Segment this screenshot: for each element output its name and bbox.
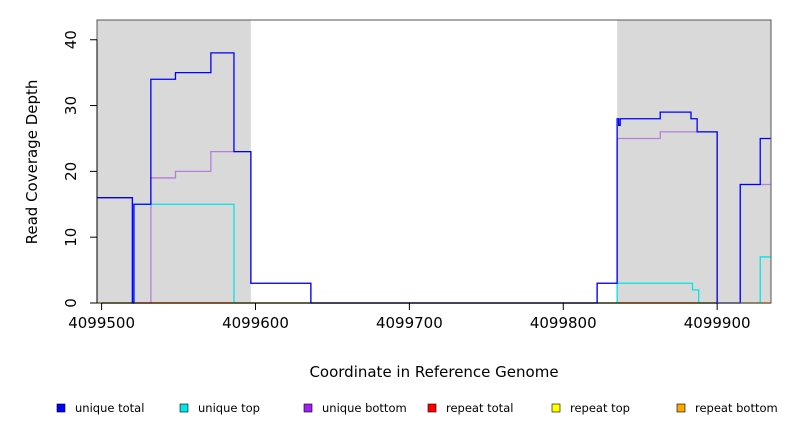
y-axis: 0 10 20 30 40 [62, 30, 98, 308]
legend-swatch [303, 403, 313, 413]
legend-swatch [676, 403, 686, 413]
y-axis-label: Read Coverage Depth [23, 80, 41, 245]
x-axis: 4099500 4099600 4099700 4099800 4099900 [68, 302, 751, 332]
y-tick-label: 40 [62, 30, 80, 49]
legend-item-unique-bottom: unique bottom [303, 401, 407, 415]
shaded-region-2 [617, 20, 771, 303]
legend-label: unique top [198, 401, 260, 415]
legend-label: repeat total [446, 401, 513, 415]
y-tick-label: 20 [62, 162, 80, 181]
legend-item-unique-total: unique total [56, 401, 144, 415]
x-tick-label: 4099700 [376, 314, 443, 332]
legend-swatch [427, 403, 437, 413]
x-axis-label: Coordinate in Reference Genome [309, 363, 558, 381]
legend-swatch [551, 403, 561, 413]
legend-label: repeat top [570, 401, 630, 415]
x-tick-label: 4099800 [530, 314, 597, 332]
legend-label: repeat bottom [695, 401, 778, 415]
legend-item-repeat-total: repeat total [427, 401, 513, 415]
series-unique-total [97, 52, 771, 304]
legend-item-repeat-bottom: repeat bottom [676, 401, 778, 415]
plot-background [97, 20, 771, 303]
legend-item-unique-top: unique top [179, 401, 260, 415]
x-tick-label: 4099900 [684, 314, 751, 332]
legend-item-repeat-top: repeat top [551, 401, 630, 415]
legend: unique total unique top unique bottom repea… [56, 401, 778, 415]
y-tick-label: 0 [62, 298, 80, 308]
x-tick-label: 4099500 [68, 314, 135, 332]
legend-swatch [179, 403, 189, 413]
legend-label: unique bottom [322, 401, 407, 415]
legend-swatch [56, 403, 66, 413]
y-tick-label: 30 [62, 96, 80, 115]
y-tick-label: 10 [62, 228, 80, 247]
shaded-region-1 [97, 20, 251, 303]
legend-label: unique total [75, 401, 144, 415]
x-tick-label: 4099600 [222, 314, 289, 332]
